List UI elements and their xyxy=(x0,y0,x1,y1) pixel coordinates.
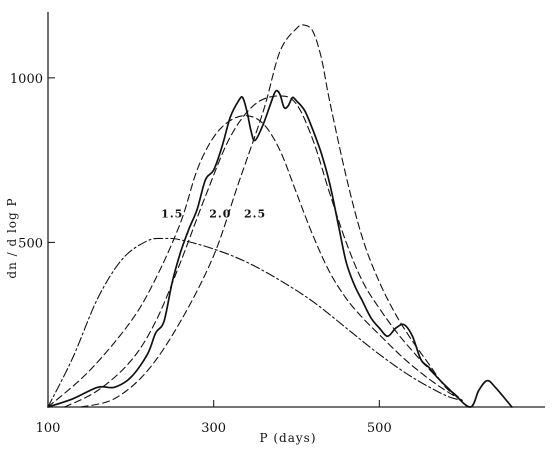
labels: P (days) dn / d log P 1.5 2.0 2.5 xyxy=(5,197,316,445)
y-tick-label: 500 xyxy=(18,236,43,251)
y-axis-label-text: dn / d log P xyxy=(5,197,19,278)
y-axis-label: dn / d log P xyxy=(5,197,19,278)
x-tick-label: 500 xyxy=(367,421,392,436)
series-line-dashed-2.0 xyxy=(64,95,463,408)
curves xyxy=(47,24,513,408)
curve-label: 2.0 xyxy=(209,208,231,221)
series-line-solid xyxy=(47,89,513,408)
axes: 100 300 500 500 1000 xyxy=(10,12,545,436)
series-line-dashdot xyxy=(47,237,463,408)
y-tick-label: 1000 xyxy=(10,72,43,87)
x-axis-label: P (days) xyxy=(259,431,316,445)
x-tick-label: 100 xyxy=(36,421,61,436)
x-tick-label: 300 xyxy=(201,421,226,436)
series-line-dashed-1.5 xyxy=(47,115,463,408)
curve-label: 2.5 xyxy=(244,208,266,221)
series-line-dashed-2.5 xyxy=(80,24,463,408)
curve-label: 1.5 xyxy=(161,208,183,221)
